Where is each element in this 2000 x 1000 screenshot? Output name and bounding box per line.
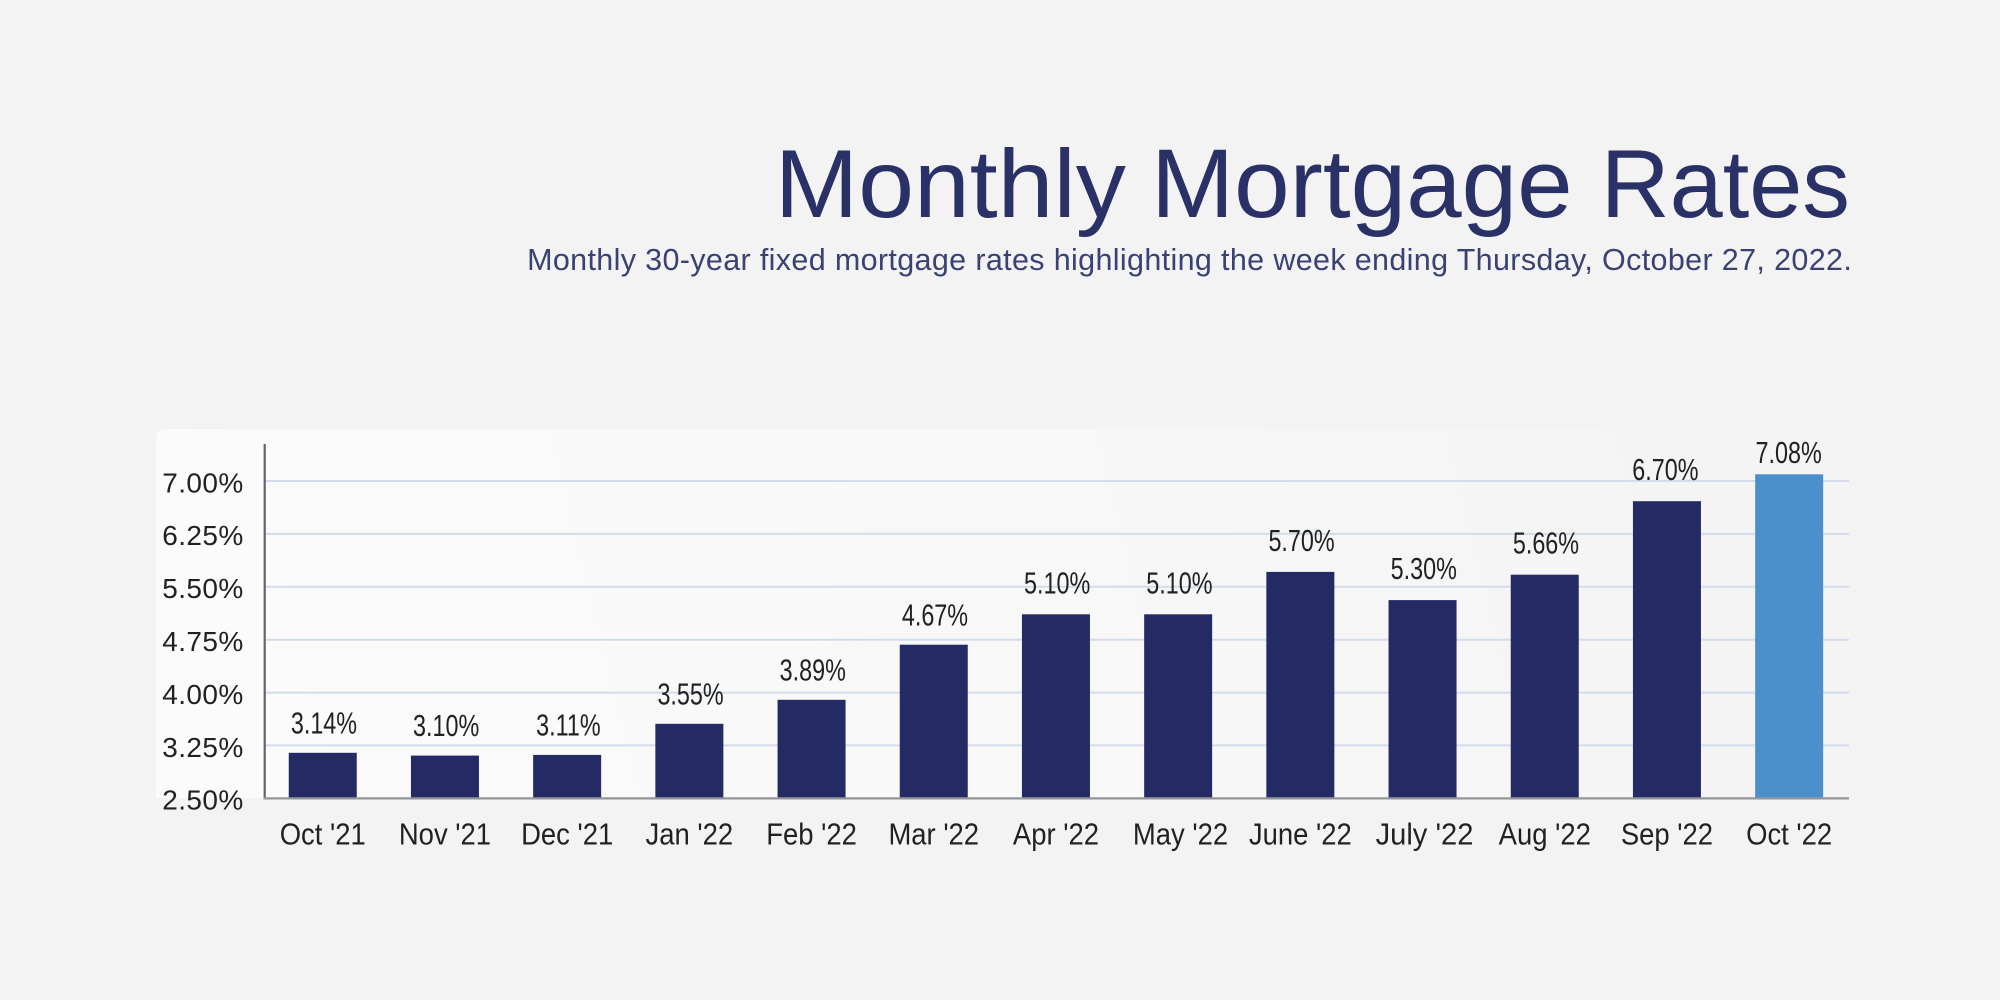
svg-text:Oct '22: Oct '22 <box>1746 818 1832 852</box>
svg-text:Apr '22: Apr '22 <box>1013 818 1099 852</box>
svg-text:June '22: June '22 <box>1249 818 1352 852</box>
svg-text:Oct '21: Oct '21 <box>280 818 366 852</box>
svg-text:Jan '22: Jan '22 <box>646 818 734 852</box>
svg-text:4.00%: 4.00% <box>162 679 243 710</box>
svg-text:7.00%: 7.00% <box>162 467 243 498</box>
svg-text:Dec '21: Dec '21 <box>521 818 613 852</box>
svg-text:Rates: Rates <box>1601 130 1850 238</box>
svg-text:July '22: July '22 <box>1376 818 1474 852</box>
svg-text:Mortgage: Mortgage <box>1151 129 1573 237</box>
svg-text:5.50%: 5.50% <box>162 573 243 604</box>
svg-text:5.10%: 5.10% <box>1024 565 1090 600</box>
svg-text:5.70%: 5.70% <box>1268 523 1334 558</box>
svg-text:Sep '22: Sep '22 <box>1621 818 1713 852</box>
svg-text:3.14%: 3.14% <box>291 705 357 740</box>
svg-text:5.66%: 5.66% <box>1513 526 1579 561</box>
svg-text:2.50%: 2.50% <box>162 785 243 816</box>
svg-text:Feb '22: Feb '22 <box>766 818 857 852</box>
svg-text:3.89%: 3.89% <box>780 652 846 687</box>
svg-text:Aug '22: Aug '22 <box>1499 818 1591 852</box>
svg-text:4.67%: 4.67% <box>902 597 968 632</box>
svg-text:5.10%: 5.10% <box>1146 565 1212 600</box>
svg-text:Mar '22: Mar '22 <box>888 818 979 852</box>
svg-text:Monthly: Monthly <box>775 129 1127 237</box>
svg-text:3.25%: 3.25% <box>162 732 243 763</box>
svg-text:5.30%: 5.30% <box>1391 551 1457 586</box>
svg-text:May '22: May '22 <box>1133 818 1228 852</box>
svg-text:Monthly 30-year fixed mortgage: Monthly 30-year fixed mortgage rates hig… <box>527 243 1852 277</box>
svg-text:3.55%: 3.55% <box>657 676 723 711</box>
svg-text:Nov '21: Nov '21 <box>399 818 491 852</box>
svg-text:4.75%: 4.75% <box>162 626 243 657</box>
svg-text:6.70%: 6.70% <box>1632 452 1698 487</box>
svg-text:7.08%: 7.08% <box>1755 435 1821 470</box>
svg-text:3.10%: 3.10% <box>413 708 479 743</box>
svg-text:3.11%: 3.11% <box>536 707 600 742</box>
svg-text:6.25%: 6.25% <box>162 520 243 551</box>
